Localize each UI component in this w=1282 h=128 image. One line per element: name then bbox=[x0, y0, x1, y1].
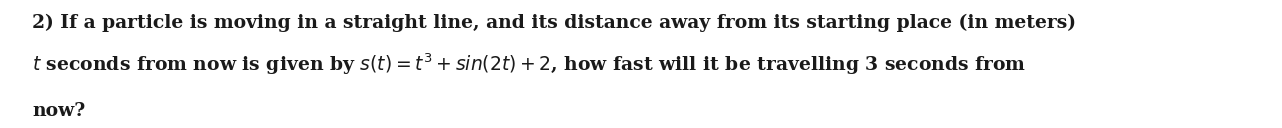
Text: now?: now? bbox=[32, 102, 86, 120]
Text: 2) If a particle is moving in a straight line, and its distance away from its st: 2) If a particle is moving in a straight… bbox=[32, 14, 1076, 32]
Text: $t$ seconds from now is given by $s(t) = t^3 + \mathit{sin}(2t) + 2$, how fast w: $t$ seconds from now is given by $s(t) =… bbox=[32, 51, 1027, 77]
